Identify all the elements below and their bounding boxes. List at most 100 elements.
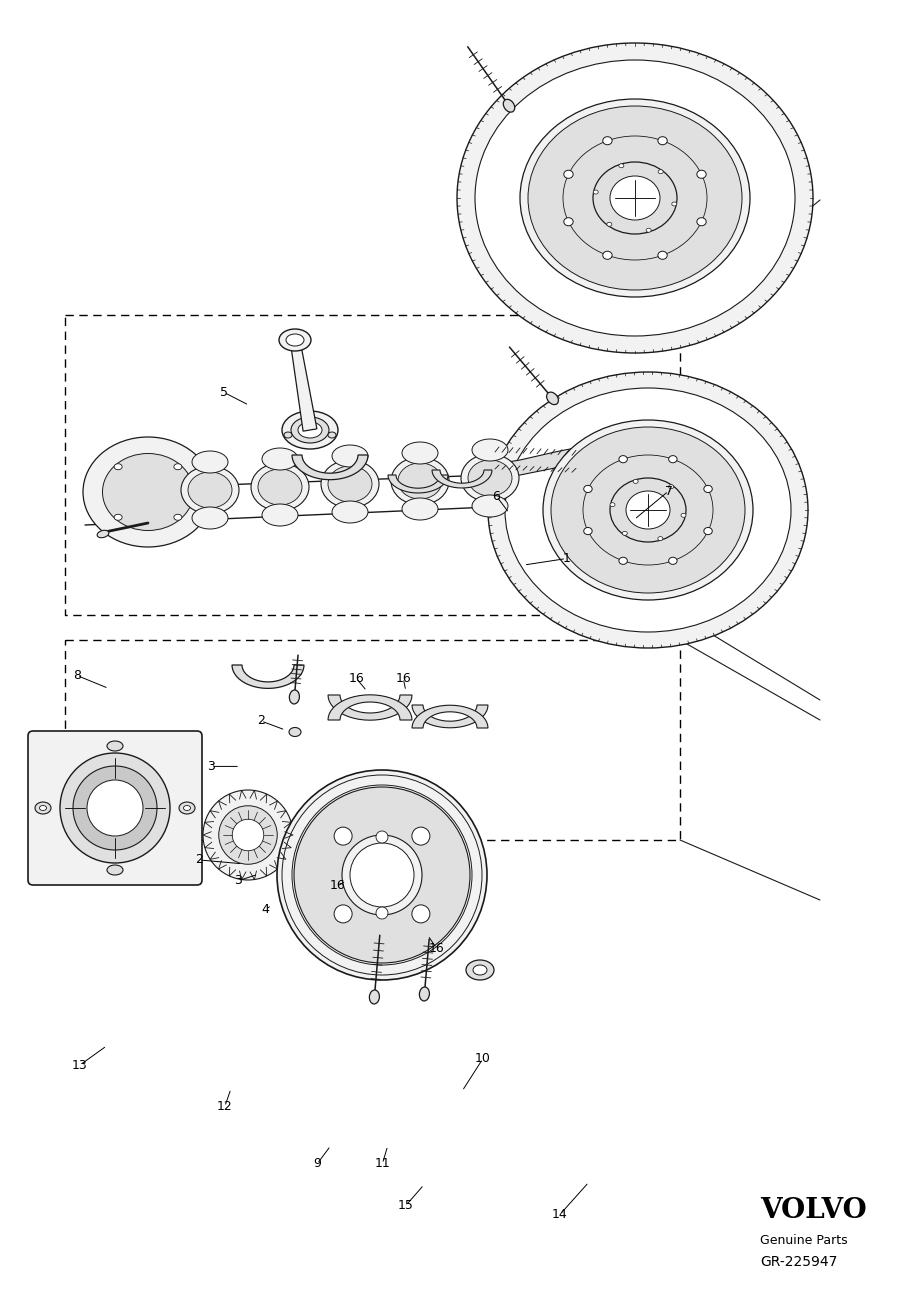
Ellipse shape	[83, 436, 213, 547]
Ellipse shape	[472, 439, 508, 461]
Ellipse shape	[528, 107, 742, 290]
Ellipse shape	[284, 433, 292, 438]
Text: 10: 10	[475, 1052, 491, 1065]
Text: 11: 11	[374, 1157, 390, 1170]
Ellipse shape	[332, 501, 368, 523]
Ellipse shape	[258, 469, 302, 505]
Ellipse shape	[114, 514, 122, 521]
Ellipse shape	[583, 527, 593, 535]
Polygon shape	[328, 695, 412, 720]
Ellipse shape	[107, 740, 123, 751]
Ellipse shape	[602, 136, 612, 144]
Circle shape	[87, 779, 143, 837]
Ellipse shape	[466, 960, 494, 979]
Ellipse shape	[473, 965, 487, 976]
Ellipse shape	[564, 170, 573, 178]
Ellipse shape	[114, 464, 122, 470]
Ellipse shape	[251, 462, 309, 511]
Ellipse shape	[619, 456, 627, 462]
Text: 2: 2	[257, 714, 265, 727]
Ellipse shape	[321, 460, 379, 508]
Ellipse shape	[669, 456, 677, 462]
Polygon shape	[292, 455, 368, 479]
Polygon shape	[412, 705, 488, 727]
Text: 16: 16	[395, 672, 411, 685]
Ellipse shape	[40, 805, 46, 811]
Ellipse shape	[286, 334, 304, 346]
Ellipse shape	[262, 504, 298, 526]
Ellipse shape	[704, 486, 712, 492]
Ellipse shape	[658, 136, 667, 144]
Polygon shape	[290, 339, 317, 431]
Ellipse shape	[697, 170, 706, 178]
Ellipse shape	[607, 222, 612, 226]
Ellipse shape	[520, 99, 750, 297]
Ellipse shape	[619, 557, 627, 564]
Ellipse shape	[619, 164, 624, 168]
Ellipse shape	[546, 392, 558, 404]
Ellipse shape	[488, 372, 808, 648]
Ellipse shape	[402, 442, 438, 464]
Text: 6: 6	[493, 490, 500, 503]
Ellipse shape	[332, 446, 368, 468]
FancyBboxPatch shape	[28, 731, 202, 885]
Ellipse shape	[398, 462, 442, 499]
Ellipse shape	[457, 43, 813, 353]
Ellipse shape	[669, 557, 677, 564]
Circle shape	[60, 753, 170, 863]
Ellipse shape	[472, 495, 508, 517]
Text: VOLVO: VOLVO	[760, 1196, 867, 1224]
Circle shape	[376, 831, 388, 843]
Ellipse shape	[289, 727, 301, 737]
Ellipse shape	[669, 485, 674, 488]
Ellipse shape	[626, 491, 670, 529]
Ellipse shape	[282, 410, 338, 449]
Circle shape	[334, 905, 352, 922]
Ellipse shape	[328, 433, 336, 438]
Circle shape	[294, 787, 470, 963]
Ellipse shape	[475, 60, 795, 336]
Ellipse shape	[262, 448, 298, 470]
Text: 15: 15	[398, 1199, 414, 1212]
Ellipse shape	[697, 218, 706, 226]
Text: 2: 2	[196, 853, 203, 866]
Ellipse shape	[468, 460, 512, 496]
Ellipse shape	[391, 457, 449, 505]
Text: 8: 8	[73, 669, 81, 682]
Ellipse shape	[681, 513, 686, 517]
Ellipse shape	[174, 514, 182, 521]
Ellipse shape	[505, 388, 791, 633]
Ellipse shape	[107, 865, 123, 876]
Circle shape	[73, 766, 157, 850]
Circle shape	[203, 790, 293, 879]
Ellipse shape	[35, 801, 51, 814]
Circle shape	[277, 770, 487, 979]
Ellipse shape	[671, 201, 677, 207]
Ellipse shape	[102, 453, 194, 530]
Ellipse shape	[419, 987, 429, 1002]
Text: 1: 1	[563, 552, 570, 565]
Ellipse shape	[551, 427, 745, 594]
Text: Genuine Parts: Genuine Parts	[760, 1234, 848, 1247]
Ellipse shape	[503, 99, 515, 112]
Text: 12: 12	[217, 1100, 233, 1113]
Circle shape	[218, 805, 277, 864]
Circle shape	[412, 827, 429, 846]
Circle shape	[232, 820, 264, 851]
Ellipse shape	[461, 453, 519, 501]
Ellipse shape	[291, 417, 329, 443]
Text: 7: 7	[665, 485, 672, 498]
Ellipse shape	[184, 805, 190, 811]
Text: 16: 16	[330, 879, 346, 892]
Ellipse shape	[633, 479, 638, 483]
Polygon shape	[490, 448, 575, 478]
Ellipse shape	[174, 464, 182, 470]
Ellipse shape	[192, 451, 228, 473]
Ellipse shape	[179, 801, 195, 814]
Polygon shape	[328, 695, 412, 720]
Ellipse shape	[298, 422, 322, 438]
Circle shape	[350, 843, 414, 907]
Ellipse shape	[610, 478, 686, 542]
Ellipse shape	[97, 530, 109, 538]
Text: 3: 3	[235, 874, 242, 887]
